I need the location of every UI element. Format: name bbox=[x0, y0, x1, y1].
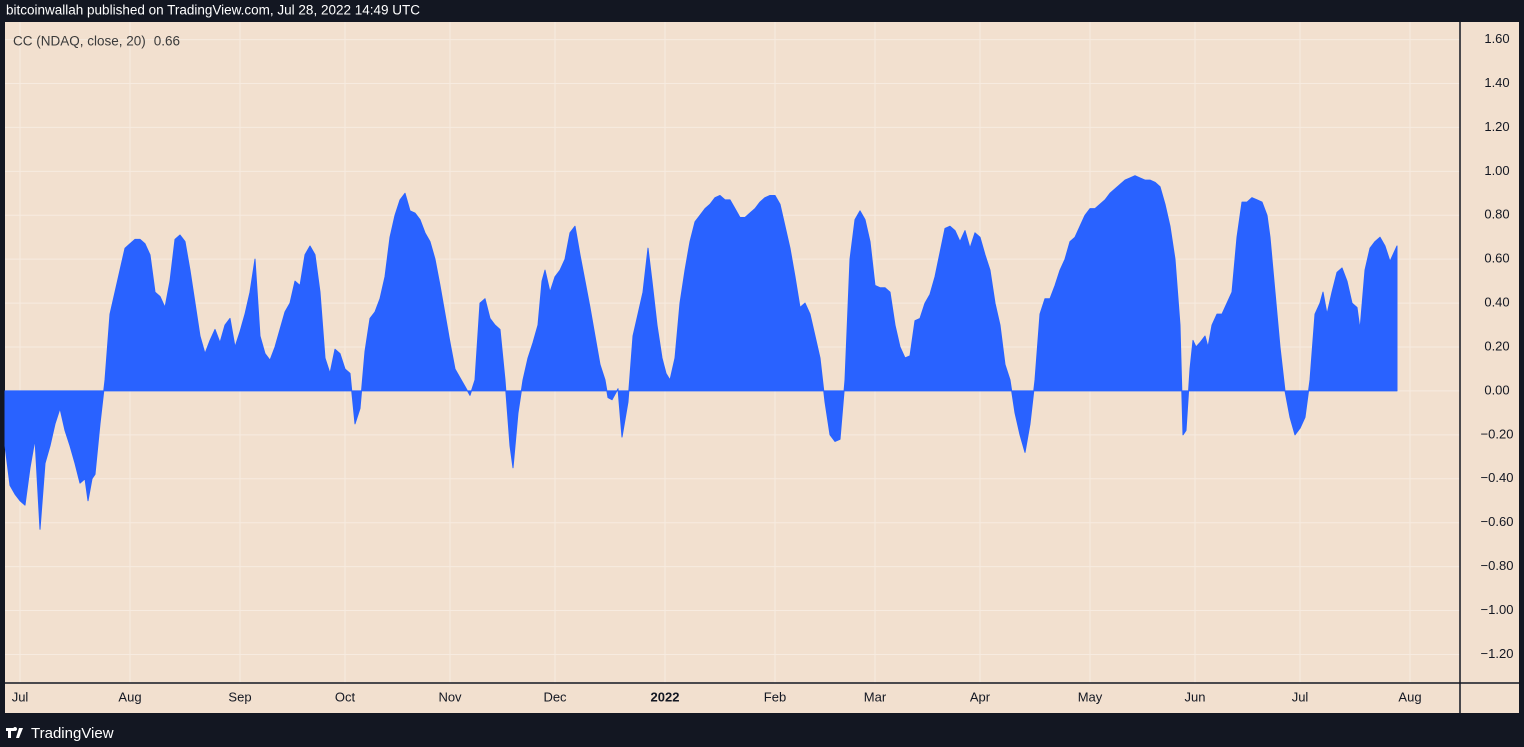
y-tick-label: 1.20 bbox=[1484, 119, 1509, 134]
tradingview-logo: TradingView bbox=[6, 725, 114, 742]
y-tick-label: 1.00 bbox=[1484, 163, 1509, 178]
x-tick-label: Nov bbox=[438, 689, 462, 704]
x-tick-label: Oct bbox=[335, 689, 356, 704]
x-tick-label: Aug bbox=[118, 689, 141, 704]
area bbox=[4, 175, 1398, 530]
x-tick-label: Jul bbox=[1292, 689, 1309, 704]
y-tick-label: 0.80 bbox=[1484, 207, 1509, 222]
y-tick-label: 0.20 bbox=[1484, 338, 1509, 353]
legend-value: 0.66 bbox=[154, 34, 180, 49]
x-tick-label: Sep bbox=[228, 689, 251, 704]
x-tick-label: Mar bbox=[864, 689, 887, 704]
x-tick-label: 2022 bbox=[651, 689, 680, 704]
y-tick-label: 1.40 bbox=[1484, 75, 1509, 90]
y-tick-label: −1.20 bbox=[1481, 646, 1514, 661]
x-tick-label: Feb bbox=[764, 689, 786, 704]
logo-icon bbox=[6, 727, 23, 738]
y-tick-label: −0.20 bbox=[1481, 426, 1514, 441]
plot-area bbox=[4, 22, 1460, 683]
y-tick-label: −0.80 bbox=[1481, 558, 1514, 573]
x-tick-label: May bbox=[1078, 689, 1103, 704]
y-tick-label: −0.60 bbox=[1481, 514, 1514, 529]
y-tick-label: 0.40 bbox=[1484, 295, 1509, 310]
y-tick-label: −1.00 bbox=[1481, 602, 1514, 617]
x-tick-label: Apr bbox=[970, 689, 991, 704]
y-tick-label: 1.60 bbox=[1484, 31, 1509, 46]
y-tick-label: 0.00 bbox=[1484, 382, 1509, 397]
x-tick-label: Aug bbox=[1398, 689, 1421, 704]
x-tick-label: Jun bbox=[1185, 689, 1206, 704]
x-tick-label: Dec bbox=[543, 689, 567, 704]
x-tick-label: Jul bbox=[12, 689, 29, 704]
y-tick-label: 0.60 bbox=[1484, 251, 1509, 266]
brand: TradingView bbox=[31, 725, 114, 742]
publish-header: bitcoinwallah published on TradingView.c… bbox=[6, 3, 420, 18]
y-tick-label: −0.40 bbox=[1481, 470, 1514, 485]
legend-name: CC (NDAQ, close, 20) bbox=[13, 34, 146, 49]
